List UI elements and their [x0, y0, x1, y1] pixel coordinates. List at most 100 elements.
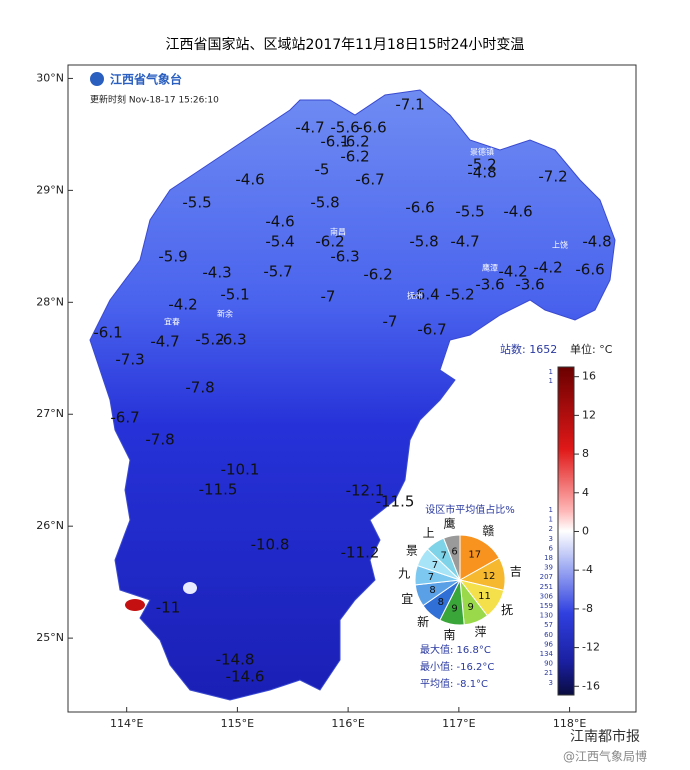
- station-value: -5.9: [158, 248, 187, 266]
- station-value: -3.6: [515, 276, 544, 294]
- city-name: 鹰潭: [482, 263, 498, 273]
- colorbar-tick-label: -12: [582, 641, 600, 654]
- title: 江西省国家站、区域站2017年11月18日15时24小时变温: [166, 36, 525, 53]
- station-value: -6.6: [357, 119, 386, 137]
- city-name: 南昌: [330, 227, 346, 237]
- station-value: -6.7: [110, 409, 139, 427]
- station-value: -6.3: [330, 248, 359, 266]
- station-value: -6.2: [340, 133, 369, 151]
- city-name: 景德镇: [470, 147, 494, 157]
- warm-spot: [183, 582, 197, 594]
- station-value: -7.8: [145, 431, 174, 449]
- station-count-bin: 207: [540, 573, 553, 581]
- station-value: -6.1: [93, 324, 122, 342]
- station-count-bin: 134: [540, 650, 554, 658]
- station-value: -4.8: [582, 233, 611, 251]
- station-value: -11.2: [341, 544, 380, 562]
- pie-value: 7: [428, 572, 434, 583]
- station-count: 站数: 1652: [500, 342, 557, 356]
- station-value: -6.2: [363, 266, 392, 284]
- station-value: -5.4: [265, 233, 294, 251]
- station-value: -5: [315, 161, 330, 179]
- city-name: 抚州: [407, 291, 423, 301]
- stat: 平均值: -8.1°C: [420, 677, 488, 690]
- station-value: -7.8: [185, 379, 214, 397]
- station-count-bin: 39: [544, 564, 553, 572]
- station-value: -4.7: [150, 333, 179, 351]
- y-tick-label: 27°N: [36, 407, 64, 420]
- station-count-bin: 57: [544, 621, 553, 629]
- logo-icon: [90, 72, 104, 86]
- station-value: -10.8: [251, 536, 290, 554]
- station-count-bin: 96: [544, 640, 553, 648]
- station-count-bin: 60: [544, 631, 553, 639]
- station-count-bin: 1: [549, 377, 553, 385]
- station-value: -4.6: [235, 171, 264, 189]
- warm-spot: [125, 599, 145, 611]
- station-count-bin: 1: [549, 368, 553, 376]
- station-value: -4.7: [450, 233, 479, 251]
- colorbar-tick-label: 0: [582, 524, 589, 537]
- station-value: -14.6: [226, 668, 265, 686]
- station-count-bin: 1: [549, 506, 553, 514]
- x-tick-label: 118°E: [553, 717, 586, 730]
- station-value: -5.8: [310, 194, 339, 212]
- station-count-bin: 3: [549, 679, 553, 687]
- pie-category: 吉: [510, 565, 522, 579]
- station-value: -4.2: [533, 259, 562, 277]
- station-count-bin: 251: [540, 583, 553, 591]
- station-count-bin: 159: [540, 602, 553, 610]
- x-tick-label: 114°E: [110, 717, 143, 730]
- station-value: -6.6: [575, 261, 604, 279]
- station-value: -6.2: [340, 148, 369, 166]
- station-value: -7: [383, 313, 398, 331]
- station-value: -4.8: [467, 164, 496, 182]
- station-count-bin: 21: [544, 669, 553, 677]
- pie-category: 宜: [401, 591, 413, 606]
- colorbar-tick-label: 8: [582, 447, 589, 460]
- pie-value: 7: [441, 551, 447, 562]
- city-name: 宜春: [164, 317, 180, 327]
- station-value: -4.3: [202, 264, 231, 282]
- station-value: -4.7: [295, 119, 324, 137]
- pie-value: 17: [468, 550, 481, 561]
- city-name: 新余: [217, 309, 233, 319]
- watermark: 江南都市报: [570, 728, 640, 745]
- station-value: -5.2: [467, 156, 496, 174]
- station-value: -14.8: [216, 651, 255, 669]
- colorbar-tick-label: 16: [582, 370, 596, 383]
- station-value: -4.6: [503, 203, 532, 221]
- y-tick-label: 30°N: [36, 71, 64, 84]
- station-value: -6.1: [320, 133, 349, 151]
- stat: 最小值: -16.2°C: [420, 660, 494, 673]
- station-value: -5.1: [220, 286, 249, 304]
- station-value: -5.2: [195, 331, 224, 349]
- station-count-bin: 306: [540, 592, 554, 600]
- pie-category: 景: [406, 543, 418, 557]
- pie-category: 鹰: [444, 516, 456, 531]
- station-value: -3.6: [475, 276, 504, 294]
- pie-slice: [459, 534, 500, 581]
- x-tick-label: 115°E: [221, 717, 254, 730]
- station-value: -7.2: [538, 168, 567, 186]
- station-value: -7.3: [115, 351, 144, 369]
- station-value: -11.5: [376, 493, 415, 511]
- unit: 单位: °C: [570, 342, 613, 356]
- station-count-bin: 130: [540, 612, 553, 620]
- station-value: -4.2: [498, 263, 527, 281]
- station-value: -5.5: [455, 203, 484, 221]
- pie-title: 设区市平均值占比%: [425, 503, 515, 516]
- station-value: -6.2: [315, 233, 344, 251]
- station-value: -5.2: [445, 286, 474, 304]
- station-count-bin: 6: [549, 544, 554, 552]
- colorbar-tick-label: 12: [582, 408, 596, 421]
- pie-value: 9: [467, 602, 473, 613]
- station-value: -5.5: [182, 194, 211, 212]
- station-value: -11: [156, 599, 181, 617]
- station-value: -5.6: [330, 119, 359, 137]
- station-value: -4.6: [265, 213, 294, 231]
- pie-category: 南: [444, 627, 456, 642]
- pie-category: 上: [423, 526, 435, 540]
- pie-value: 9: [451, 604, 457, 615]
